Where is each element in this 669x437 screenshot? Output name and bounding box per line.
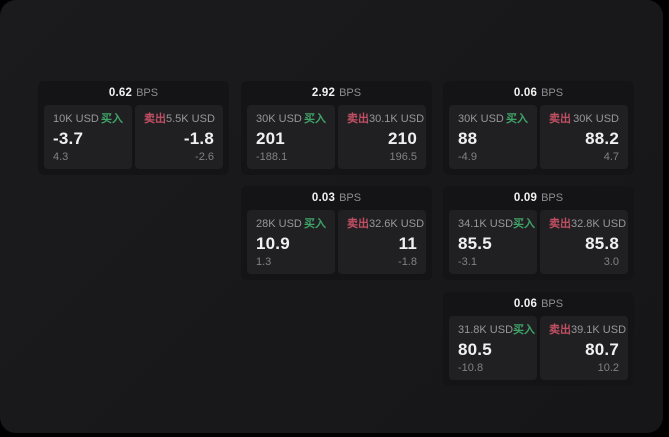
sell-delta: 196.5: [389, 151, 417, 163]
buy-delta: -188.1: [256, 151, 288, 163]
sell-amount: 30.1K USD: [369, 113, 425, 125]
buy-amount: 28K USD: [256, 218, 302, 230]
bps-unit-label: BPS: [339, 87, 362, 99]
sell-quote-panel[interactable]: 卖出 5.5K USD -1.8 -2.6: [135, 105, 223, 169]
sell-side-label: 卖出: [549, 218, 571, 230]
bps-unit-label: BPS: [541, 192, 564, 204]
sell-quote-panel[interactable]: 卖出 39.1K USD 80.7 10.2: [540, 316, 628, 380]
quote-panels: 30K USD 买入 88 -4.9 卖出 30K USD 88.2 4.7: [443, 105, 634, 175]
sell-price: -1.8: [183, 129, 214, 148]
bps-header: 0.06 BPS: [443, 81, 634, 105]
bps-header: 0.09 BPS: [443, 186, 634, 210]
buy-amount: 34.1K USD: [458, 218, 514, 230]
bps-value: 0.06: [513, 298, 538, 310]
buy-side-label: 买入: [513, 218, 536, 230]
buy-quote-panel[interactable]: 10K USD 买入 -3.7 4.3: [44, 105, 132, 169]
buy-side-label: 买入: [304, 113, 326, 125]
buy-quote-panel[interactable]: 34.1K USD 买入 85.5 -3.1: [449, 210, 537, 274]
buy-price: -3.7: [53, 129, 84, 148]
bps-value: 0.09: [513, 192, 538, 204]
sell-side-label: 卖出: [347, 113, 369, 125]
sell-amount: 32.6K USD: [369, 218, 425, 230]
sell-amount: 39.1K USD: [571, 324, 627, 336]
quote-card-5: 0.09 BPS 34.1K USD 买入 85.5 -3.1 卖出 32.8K…: [443, 186, 634, 280]
bps-unit-label: BPS: [541, 87, 564, 99]
quote-panels: 30K USD 买入 201 -188.1 卖出 30.1K USD 210 1…: [241, 105, 432, 175]
buy-price: 80.5: [458, 340, 492, 359]
buy-price: 85.5: [458, 234, 492, 253]
sell-quote-panel[interactable]: 卖出 30K USD 88.2 4.7: [540, 105, 628, 169]
bps-header: 0.62 BPS: [38, 81, 229, 105]
bps-value: 0.03: [311, 192, 336, 204]
sell-amount: 5.5K USD: [166, 113, 215, 125]
buy-amount: 10K USD: [53, 113, 99, 125]
buy-price: 10.9: [256, 234, 290, 253]
sell-side-label: 卖出: [144, 113, 166, 125]
sell-quote-panel[interactable]: 卖出 32.8K USD 85.8 3.0: [540, 210, 628, 274]
bps-unit-label: BPS: [541, 298, 564, 310]
bps-value: 2.92: [311, 87, 336, 99]
buy-quote-panel[interactable]: 31.8K USD 买入 80.5 -10.8: [449, 316, 537, 380]
sell-side-label: 卖出: [549, 113, 571, 125]
sell-delta: -2.6: [195, 151, 214, 163]
buy-price: 88: [458, 129, 478, 148]
buy-side-label: 买入: [506, 113, 528, 125]
buy-amount: 31.8K USD: [458, 324, 514, 336]
quote-card-4: 0.03 BPS 28K USD 买入 10.9 1.3 卖出 32.6K US…: [241, 186, 432, 280]
quote-card-6: 0.06 BPS 31.8K USD 买入 80.5 -10.8 卖出 39.1…: [443, 292, 634, 386]
sell-delta: -1.8: [398, 256, 417, 268]
sell-side-label: 卖出: [347, 218, 369, 230]
buy-quote-panel[interactable]: 30K USD 买入 88 -4.9: [449, 105, 537, 169]
bps-unit-label: BPS: [339, 192, 362, 204]
sell-delta: 4.7: [603, 151, 619, 163]
quote-panels: 10K USD 买入 -3.7 4.3 卖出 5.5K USD -1.8 -2.…: [38, 105, 229, 175]
quote-card-1: 0.62 BPS 10K USD 买入 -3.7 4.3 卖出 5.5K USD: [38, 81, 229, 175]
sell-amount: 30K USD: [573, 113, 619, 125]
sell-quote-panel[interactable]: 卖出 32.6K USD 11 -1.8: [338, 210, 426, 274]
quote-card-2: 2.92 BPS 30K USD 买入 201 -188.1 卖出 30.1K …: [241, 81, 432, 175]
buy-side-label: 买入: [513, 324, 536, 336]
buy-side-label: 买入: [101, 113, 123, 125]
buy-price: 201: [256, 129, 285, 148]
buy-delta: 1.3: [256, 256, 272, 268]
bps-header: 0.06 BPS: [443, 292, 634, 316]
bps-value: 0.62: [108, 87, 133, 99]
sell-price: 80.7: [585, 340, 619, 359]
bps-value: 0.06: [513, 87, 538, 99]
buy-delta: -4.9: [458, 151, 477, 163]
buy-delta: -3.1: [458, 256, 477, 268]
buy-side-label: 买入: [304, 218, 326, 230]
bps-header: 0.03 BPS: [241, 186, 432, 210]
bps-unit-label: BPS: [136, 87, 159, 99]
sell-side-label: 卖出: [549, 324, 571, 336]
buy-quote-panel[interactable]: 28K USD 买入 10.9 1.3: [247, 210, 335, 274]
buy-delta: 4.3: [53, 151, 69, 163]
sell-delta: 3.0: [603, 256, 619, 268]
sell-price: 210: [388, 129, 417, 148]
sell-amount: 32.8K USD: [571, 218, 627, 230]
sell-price: 85.8: [585, 234, 619, 253]
buy-delta: -10.8: [458, 362, 484, 374]
sell-price: 88.2: [585, 129, 619, 148]
quote-panels: 28K USD 买入 10.9 1.3 卖出 32.6K USD 11 -1.8: [241, 210, 432, 280]
buy-amount: 30K USD: [256, 113, 302, 125]
sell-price: 11: [398, 234, 417, 253]
quote-panels: 31.8K USD 买入 80.5 -10.8 卖出 39.1K USD 80.…: [443, 316, 634, 386]
buy-quote-panel[interactable]: 30K USD 买入 201 -188.1: [247, 105, 335, 169]
bps-header: 2.92 BPS: [241, 81, 432, 105]
sell-delta: 10.2: [597, 362, 619, 374]
quote-panels: 34.1K USD 买入 85.5 -3.1 卖出 32.8K USD 85.8…: [443, 210, 634, 280]
sell-quote-panel[interactable]: 卖出 30.1K USD 210 196.5: [338, 105, 426, 169]
quote-card-3: 0.06 BPS 30K USD 买入 88 -4.9 卖出 30K USD: [443, 81, 634, 175]
buy-amount: 30K USD: [458, 113, 504, 125]
